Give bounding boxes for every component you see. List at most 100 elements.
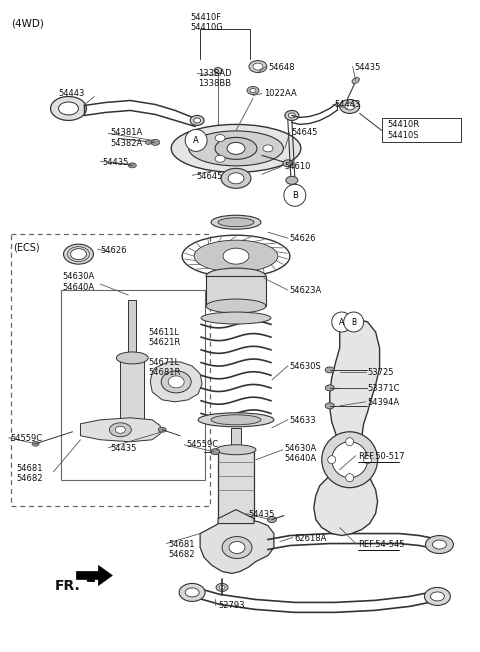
Text: 1338AD
1338BB: 1338AD 1338BB xyxy=(198,68,232,88)
Circle shape xyxy=(344,312,364,332)
Polygon shape xyxy=(81,418,160,442)
Text: FR.: FR. xyxy=(55,580,80,593)
Text: REF.54-545: REF.54-545 xyxy=(358,540,404,548)
Ellipse shape xyxy=(325,403,334,409)
Ellipse shape xyxy=(218,218,254,227)
Text: 54630A
54640A: 54630A 54640A xyxy=(285,444,317,463)
Ellipse shape xyxy=(158,427,166,432)
Ellipse shape xyxy=(219,585,225,589)
Ellipse shape xyxy=(189,131,283,166)
Text: 54671L
54681R: 54671L 54681R xyxy=(148,358,180,378)
Ellipse shape xyxy=(168,376,184,388)
Ellipse shape xyxy=(215,134,225,141)
Bar xyxy=(231,428,241,490)
Ellipse shape xyxy=(263,145,273,152)
Bar xyxy=(11,234,210,505)
Ellipse shape xyxy=(185,588,199,597)
Ellipse shape xyxy=(425,535,454,554)
Text: 54435: 54435 xyxy=(355,63,381,72)
Text: 54410R
54410S: 54410R 54410S xyxy=(387,121,420,140)
Text: 54381A
54382A: 54381A 54382A xyxy=(110,128,143,148)
Text: 54435: 54435 xyxy=(110,444,137,452)
Ellipse shape xyxy=(253,63,263,70)
Ellipse shape xyxy=(50,96,86,121)
Text: 53725: 53725 xyxy=(368,368,394,377)
Text: 1022AA: 1022AA xyxy=(264,89,297,98)
Bar xyxy=(120,358,144,428)
Ellipse shape xyxy=(63,244,94,264)
Ellipse shape xyxy=(206,268,266,284)
Ellipse shape xyxy=(211,215,261,230)
Text: 54626: 54626 xyxy=(100,246,127,255)
Ellipse shape xyxy=(215,138,257,159)
Text: 54630S: 54630S xyxy=(290,362,322,371)
Polygon shape xyxy=(76,565,112,585)
Ellipse shape xyxy=(325,367,334,373)
Text: 54623A: 54623A xyxy=(290,286,322,295)
Text: 54648: 54648 xyxy=(268,63,294,72)
Text: (ECS): (ECS) xyxy=(12,242,39,252)
Text: 54681
54682: 54681 54682 xyxy=(168,540,195,559)
Circle shape xyxy=(284,185,306,206)
Polygon shape xyxy=(150,362,202,402)
Ellipse shape xyxy=(346,437,354,446)
Ellipse shape xyxy=(211,449,219,454)
Ellipse shape xyxy=(247,87,259,95)
Bar xyxy=(128,300,136,370)
Text: 54610: 54610 xyxy=(285,162,311,171)
Text: 54645: 54645 xyxy=(196,172,223,181)
Bar xyxy=(60,290,205,480)
Ellipse shape xyxy=(216,445,256,454)
Text: 54630A
54640A: 54630A 54640A xyxy=(62,272,95,291)
Ellipse shape xyxy=(346,474,354,482)
Ellipse shape xyxy=(249,61,267,72)
Text: 54394A: 54394A xyxy=(368,398,400,407)
Text: 54559C: 54559C xyxy=(11,434,43,443)
Text: 54410F
54410G: 54410F 54410G xyxy=(190,12,223,32)
Ellipse shape xyxy=(250,89,256,93)
Ellipse shape xyxy=(332,442,368,478)
Ellipse shape xyxy=(283,160,293,167)
Bar xyxy=(382,119,461,142)
Ellipse shape xyxy=(223,248,249,264)
Ellipse shape xyxy=(211,415,261,425)
Text: 52793: 52793 xyxy=(218,601,245,610)
Text: REF.50-517: REF.50-517 xyxy=(358,452,404,461)
Text: B: B xyxy=(351,318,356,327)
Bar xyxy=(218,450,254,540)
Ellipse shape xyxy=(59,102,78,115)
Ellipse shape xyxy=(267,516,276,523)
Circle shape xyxy=(332,312,352,332)
Ellipse shape xyxy=(221,168,251,188)
Text: 54681
54682: 54681 54682 xyxy=(17,464,43,483)
Ellipse shape xyxy=(345,103,355,110)
Ellipse shape xyxy=(128,163,136,168)
Text: 54435: 54435 xyxy=(102,158,129,168)
Ellipse shape xyxy=(352,78,360,83)
Text: 53371C: 53371C xyxy=(368,384,400,393)
Ellipse shape xyxy=(201,312,271,324)
Ellipse shape xyxy=(151,140,160,145)
Ellipse shape xyxy=(216,584,228,591)
Text: 54435: 54435 xyxy=(248,510,275,518)
Ellipse shape xyxy=(328,456,336,464)
Ellipse shape xyxy=(71,248,86,259)
Ellipse shape xyxy=(116,352,148,364)
Ellipse shape xyxy=(431,592,444,601)
Ellipse shape xyxy=(340,100,360,113)
Ellipse shape xyxy=(109,422,132,437)
Ellipse shape xyxy=(286,176,298,185)
Ellipse shape xyxy=(424,587,450,606)
Ellipse shape xyxy=(214,68,222,74)
Ellipse shape xyxy=(364,456,372,464)
Bar xyxy=(206,276,266,306)
Text: 54626: 54626 xyxy=(290,234,316,243)
Polygon shape xyxy=(314,318,380,535)
Text: 54611L
54621R: 54611L 54621R xyxy=(148,328,180,348)
Ellipse shape xyxy=(228,173,244,184)
Ellipse shape xyxy=(194,240,278,272)
Ellipse shape xyxy=(227,142,245,155)
Polygon shape xyxy=(218,510,254,524)
Ellipse shape xyxy=(285,110,299,121)
Text: 54443: 54443 xyxy=(335,100,361,110)
